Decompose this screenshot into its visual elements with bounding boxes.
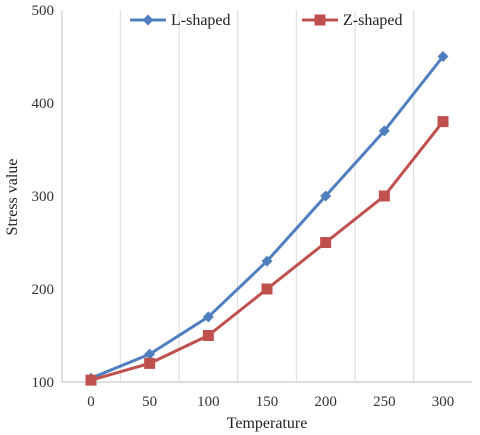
data-point bbox=[437, 116, 449, 128]
y-tick-label: 200 bbox=[32, 282, 55, 298]
axes: 100 200 300 400 500 0 50 100 150 200 250 300 bbox=[32, 3, 472, 410]
x-tick-label: 250 bbox=[373, 394, 396, 410]
series-line bbox=[89, 55, 445, 380]
y-tick-label: 100 bbox=[32, 375, 55, 391]
data-point bbox=[320, 190, 332, 202]
legend-item-l-shaped: L-shaped bbox=[130, 12, 231, 29]
gridlines bbox=[119, 10, 415, 382]
legend-marker bbox=[142, 14, 154, 26]
x-tick-label: 300 bbox=[432, 394, 455, 410]
data-point bbox=[378, 125, 390, 137]
legend: L-shaped Z-shaped bbox=[130, 12, 403, 29]
y-tick-label: 400 bbox=[32, 96, 55, 112]
x-tick-label: 50 bbox=[142, 394, 157, 410]
series-line bbox=[89, 120, 445, 382]
y-tick-label: 300 bbox=[32, 189, 55, 205]
x-tick-label: 100 bbox=[197, 394, 220, 410]
y-tick-label: 500 bbox=[32, 3, 55, 19]
data-point bbox=[437, 51, 449, 62]
series-z-shaped bbox=[85, 116, 449, 386]
x-tick-label: 150 bbox=[256, 394, 279, 410]
legend-item-z-shaped: Z-shaped bbox=[302, 12, 403, 29]
data-point bbox=[261, 283, 273, 295]
data-series bbox=[85, 51, 449, 386]
legend-marker bbox=[314, 14, 326, 26]
data-point bbox=[202, 311, 214, 323]
series-l-shaped bbox=[85, 51, 449, 384]
data-point bbox=[85, 374, 97, 386]
data-point bbox=[378, 190, 390, 202]
data-point bbox=[261, 255, 273, 267]
data-point bbox=[320, 237, 332, 248]
data-point bbox=[202, 330, 214, 341]
x-axis-title: Temperature bbox=[227, 415, 308, 432]
data-point bbox=[144, 357, 156, 369]
x-tick-label: 0 bbox=[87, 394, 95, 410]
data-point bbox=[144, 348, 156, 360]
legend-label: L-shaped bbox=[171, 12, 231, 29]
legend-label: Z-shaped bbox=[343, 12, 403, 29]
y-axis-title: Stress value bbox=[4, 159, 21, 236]
x-tick-label: 200 bbox=[314, 394, 337, 410]
